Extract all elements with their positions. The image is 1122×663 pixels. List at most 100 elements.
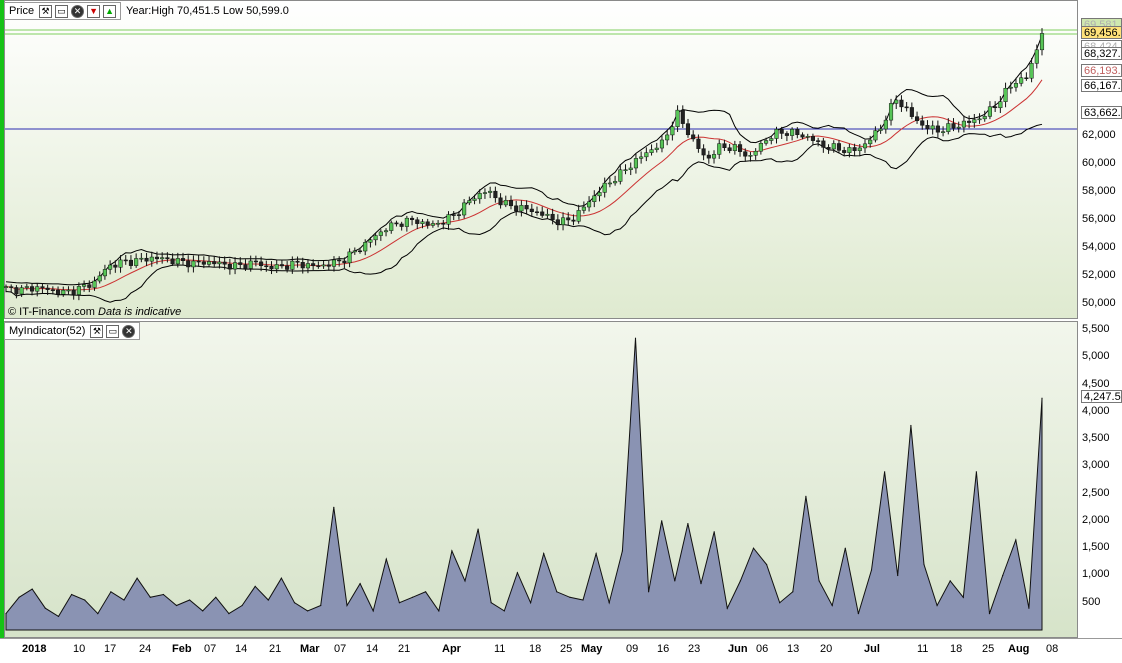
candle-body (545, 213, 550, 216)
candle-body (836, 143, 842, 151)
x-axis-label: 09 (626, 643, 639, 655)
price-tick-label: 54,000 (1082, 241, 1116, 253)
x-axis-label: 08 (1046, 643, 1059, 655)
candle-body (738, 144, 743, 152)
indicator-point (254, 585, 256, 588)
candle-body (633, 158, 638, 169)
price-tick-label: 60,000 (1082, 157, 1116, 169)
candle-body (191, 260, 196, 268)
indicator-point (634, 337, 637, 339)
candle-body (383, 230, 389, 233)
candle-body (97, 275, 102, 282)
candle-body (665, 134, 670, 141)
candle-body (217, 261, 222, 265)
candle-body (810, 136, 815, 141)
candle-body (253, 260, 258, 263)
candle-body (873, 130, 878, 141)
x-axis-label: 20 (820, 643, 833, 655)
candle-body (961, 120, 966, 128)
candle-body (1024, 77, 1029, 80)
price-tick-label: 62,000 (1082, 129, 1116, 141)
candle-body (149, 256, 154, 262)
price-level-tag: 69,456.1 (1081, 26, 1122, 39)
candle-body (602, 182, 607, 193)
candle-body (977, 118, 982, 121)
candle-body (378, 231, 383, 236)
x-axis-label: 13 (787, 643, 800, 655)
candle-body (363, 242, 368, 252)
candle-body (743, 151, 748, 157)
price-level-tag: 68,327.8 (1081, 47, 1122, 60)
indicator-point (962, 596, 964, 598)
wrench-icon[interactable]: ⚒ (39, 4, 53, 18)
candle-body (165, 257, 170, 260)
window-icon[interactable]: ▭ (106, 324, 120, 338)
candle-body (264, 265, 269, 268)
indicator-point (359, 583, 361, 585)
x-axis-label: May (581, 643, 603, 655)
candle-body (571, 219, 576, 222)
indicator-point (595, 553, 597, 555)
candle-body (779, 129, 784, 134)
window-icon[interactable]: ▭ (55, 4, 69, 18)
wrench-icon[interactable]: ⚒ (90, 324, 104, 338)
candle-body (342, 260, 347, 264)
indicator-point (31, 588, 33, 590)
candle-body (941, 131, 946, 133)
candle-body (331, 259, 337, 267)
indicator-point (910, 424, 912, 427)
candle-body (50, 289, 55, 291)
candle-body (425, 221, 430, 226)
candle-body (727, 147, 732, 151)
candle-body (274, 264, 279, 270)
bollinger-upper-band (5, 35, 1043, 286)
candle-body (92, 280, 97, 288)
candle-body (134, 258, 139, 266)
indicator-point (818, 580, 820, 582)
candle-body (550, 213, 555, 220)
candle-body (415, 219, 420, 224)
indicator-tick-label: 3,500 (1082, 432, 1110, 445)
candle-body (764, 140, 769, 144)
x-axis-label: Feb (172, 643, 192, 655)
indicator-point (228, 613, 230, 615)
candle-body (935, 125, 940, 133)
indicator-point (398, 602, 400, 604)
price-chart-panel[interactable] (4, 0, 1078, 319)
candle-body (352, 250, 357, 253)
candle-body (160, 257, 165, 260)
candle-body (123, 259, 128, 262)
indicator-point (162, 593, 164, 596)
candle-body (717, 143, 722, 155)
copyright-notice: © IT-Finance.com Data is indicative (8, 306, 181, 318)
candle-body (508, 200, 514, 207)
candle-body (878, 128, 883, 131)
x-axis-label: 18 (529, 643, 542, 655)
indicator-point (923, 563, 925, 566)
candle-body (451, 214, 456, 216)
indicator-point (175, 604, 178, 607)
candle-body (56, 289, 61, 295)
candle-body (675, 109, 680, 127)
candle-body (904, 106, 909, 109)
candle-body (706, 154, 711, 159)
indicator-tick-label: 4,000 (1082, 404, 1110, 417)
close-icon[interactable]: ✕ (122, 324, 136, 338)
arrow-down-icon[interactable]: ▼ (87, 4, 101, 18)
candle-body (347, 251, 352, 264)
indicator-point (582, 599, 584, 601)
indicator-point (490, 602, 492, 604)
candle-body (1034, 49, 1039, 64)
candle-body (201, 261, 206, 265)
x-axis-label: 21 (398, 643, 411, 655)
candle-body (45, 287, 50, 290)
indicator-point (307, 610, 309, 612)
candle-body (883, 119, 888, 130)
arrow-up-icon[interactable]: ▲ (103, 4, 117, 18)
indicator-panel-title: MyIndicator(52) (9, 325, 86, 337)
candle-body (321, 264, 326, 267)
candle-body (967, 120, 972, 123)
candle-body (534, 211, 540, 214)
indicator-point (97, 613, 99, 615)
close-icon[interactable]: ✕ (71, 4, 85, 18)
